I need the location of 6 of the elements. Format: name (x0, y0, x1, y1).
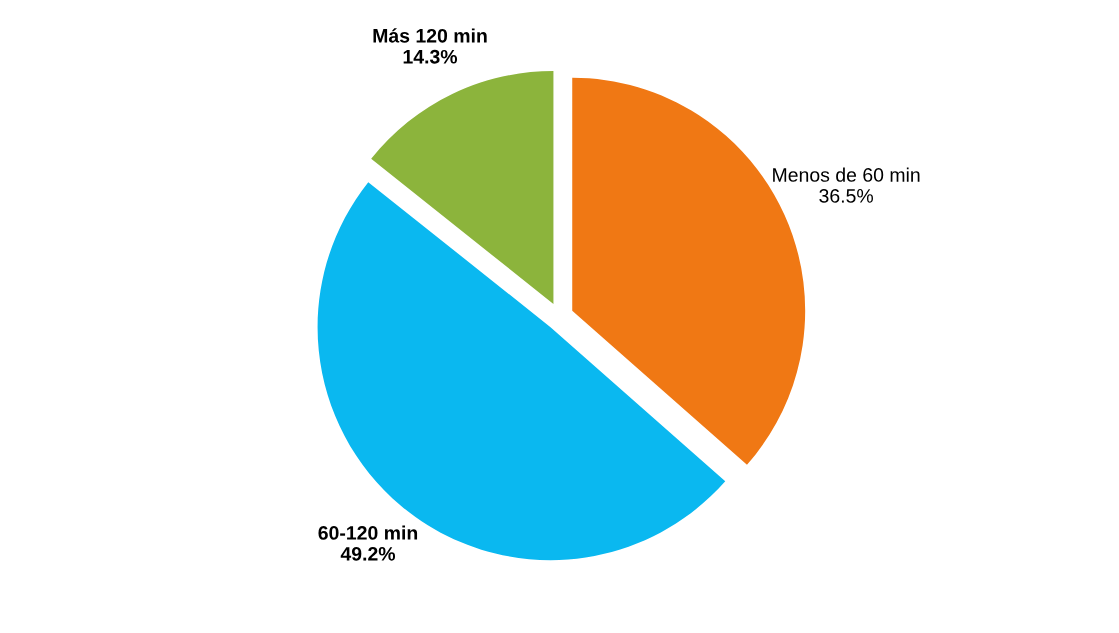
data-label: 49.2% (340, 546, 396, 561)
slice-label: Más 120 min (373, 28, 487, 43)
data-label: 36.5% (819, 189, 873, 203)
data-label: 14.3% (403, 49, 458, 64)
slice-label: Menos de 60 min (773, 167, 920, 182)
slice-label: 60-120 min (318, 525, 418, 540)
